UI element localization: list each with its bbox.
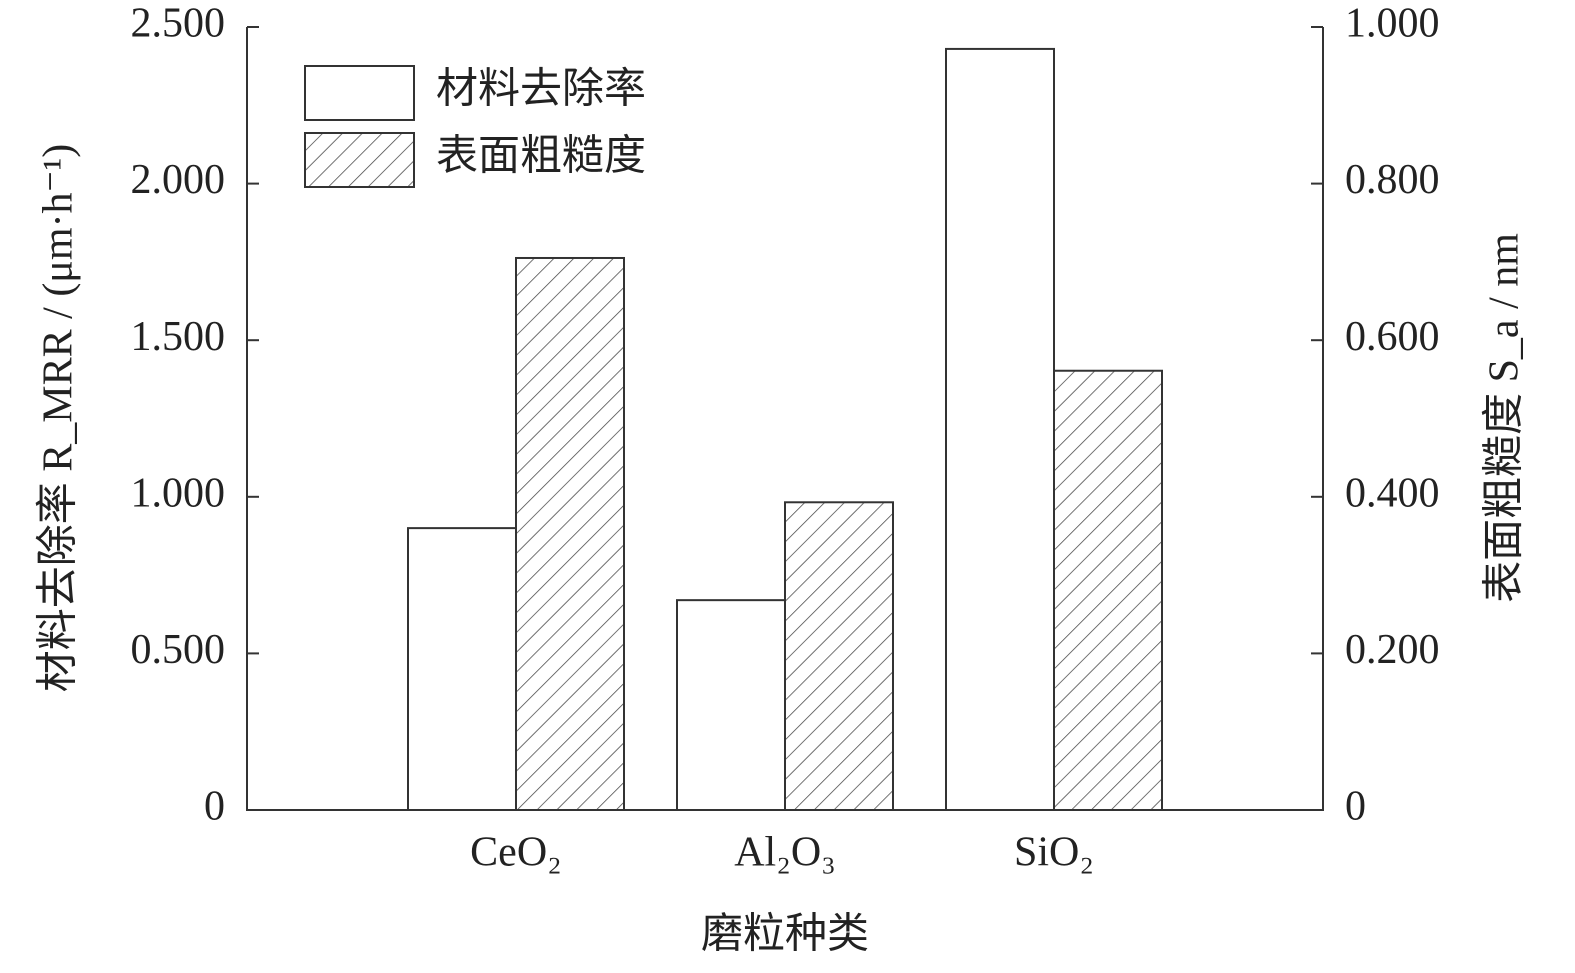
bar	[1053, 369, 1163, 811]
y2-tick-label: 0.200	[1345, 627, 1440, 673]
y-tick-label: 2.500	[131, 1, 226, 47]
axes-frame	[246, 27, 1324, 811]
x-tick-label: Al₂O₃	[734, 830, 836, 876]
y-tick-label: 1.500	[131, 314, 226, 360]
y2-tick-label: 0	[1345, 784, 1366, 830]
legend-swatch	[304, 65, 415, 121]
y2-tick-label: 0.400	[1345, 470, 1440, 516]
y2-axis-label: 表面粗糙度 S_a / nm	[1482, 233, 1528, 603]
bar	[407, 527, 517, 811]
legend-label: 材料去除率	[436, 66, 646, 113]
y-tick-label: 2.000	[131, 157, 226, 203]
x-axis-label: 磨粒种类	[701, 912, 869, 958]
y-tick-label: 1.000	[131, 470, 226, 516]
y-tick-label: 0	[204, 784, 225, 830]
bar	[784, 501, 894, 811]
y2-tick-label: 0.800	[1345, 157, 1440, 203]
x-tick-label: CeO₂	[470, 830, 562, 876]
legend-swatch	[304, 132, 415, 188]
x-tick-label: SiO₂	[1014, 830, 1094, 876]
legend-label: 表面粗糙度	[436, 134, 646, 180]
y-axis-label: 材料去除率 R_MRR / (μm·h⁻¹)	[35, 144, 82, 692]
bar	[515, 256, 625, 811]
y2-tick-label: 0.600	[1345, 314, 1440, 360]
bar	[945, 47, 1055, 811]
y2-tick-label: 1.000	[1345, 1, 1440, 47]
bar	[676, 599, 786, 811]
y-tick-label: 0.500	[131, 627, 226, 673]
